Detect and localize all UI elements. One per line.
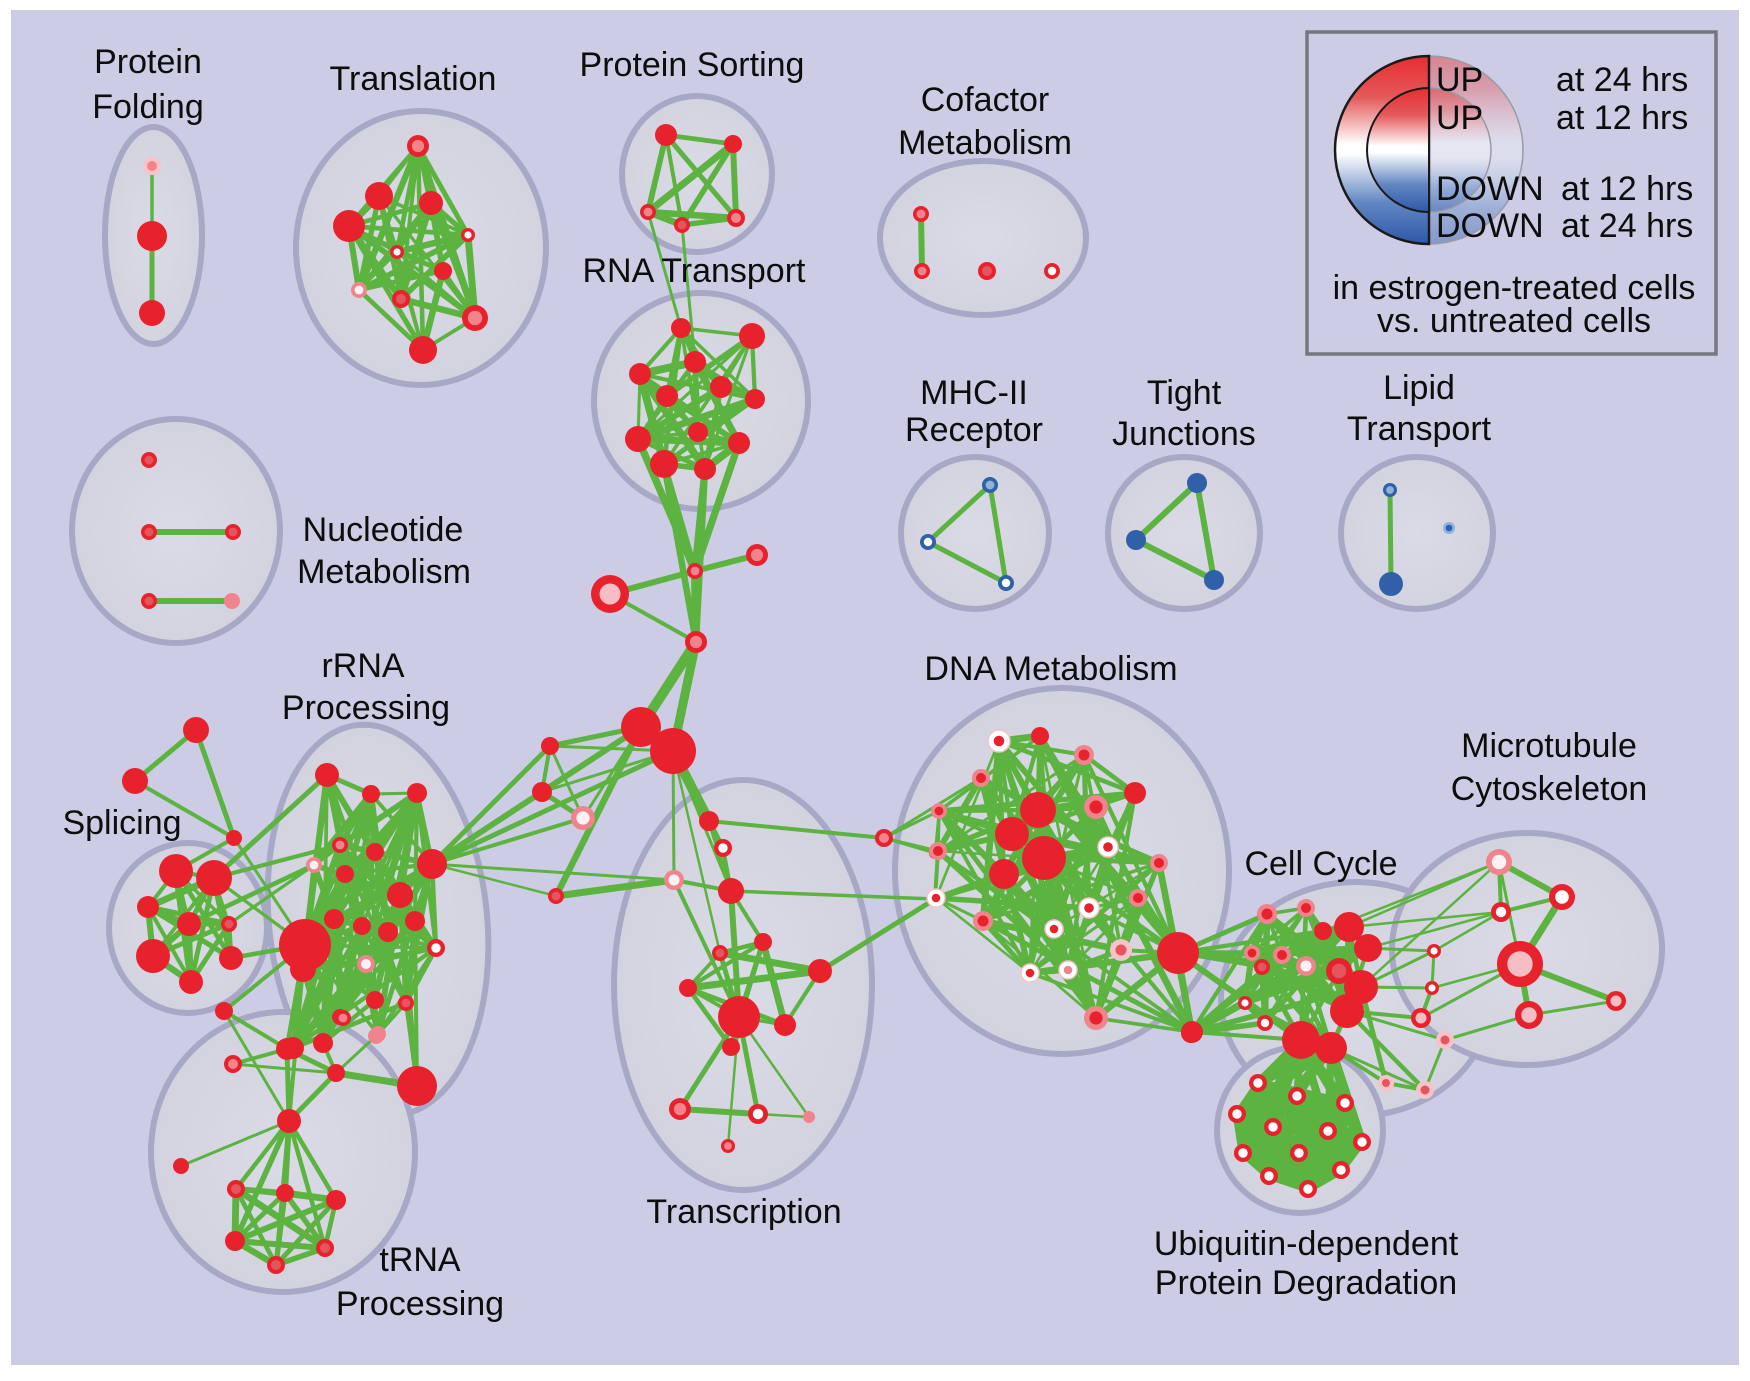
svg-text:Receptor: Receptor (905, 411, 1043, 449)
svg-text:Cofactor: Cofactor (921, 81, 1050, 119)
svg-text:Junctions: Junctions (1112, 415, 1256, 453)
svg-text:DOWN: DOWN (1436, 170, 1544, 208)
svg-text:Protein Degradation: Protein Degradation (1155, 1264, 1457, 1302)
svg-text:Metabolism: Metabolism (898, 124, 1072, 162)
svg-text:Lipid: Lipid (1383, 369, 1455, 407)
svg-text:Cytoskeleton: Cytoskeleton (1451, 770, 1648, 808)
svg-text:Ubiquitin-dependent: Ubiquitin-dependent (1154, 1225, 1459, 1263)
svg-text:tRNA: tRNA (379, 1241, 461, 1279)
svg-text:MHC-II: MHC-II (920, 374, 1028, 412)
svg-text:Processing: Processing (282, 689, 450, 727)
svg-text:DOWN: DOWN (1436, 207, 1544, 245)
svg-text:DNA Metabolism: DNA Metabolism (924, 650, 1177, 688)
svg-text:Transcription: Transcription (646, 1193, 841, 1231)
svg-text:at 24 hrs: at 24 hrs (1556, 61, 1688, 99)
svg-text:Splicing: Splicing (62, 804, 181, 842)
svg-text:Cell Cycle: Cell Cycle (1244, 845, 1397, 883)
svg-text:UP: UP (1436, 61, 1483, 99)
svg-text:at 24 hrs: at 24 hrs (1561, 207, 1693, 245)
svg-text:in estrogen-treated cells: in estrogen-treated cells (1333, 269, 1696, 307)
svg-text:Folding: Folding (92, 88, 204, 126)
svg-text:rRNA: rRNA (321, 647, 404, 685)
svg-text:Metabolism: Metabolism (297, 553, 471, 591)
svg-text:Tight: Tight (1147, 374, 1222, 412)
svg-text:Protein: Protein (94, 43, 202, 81)
svg-text:at 12 hrs: at 12 hrs (1556, 99, 1688, 137)
svg-text:Nucleotide: Nucleotide (303, 511, 464, 549)
svg-text:Translation: Translation (330, 60, 497, 98)
svg-text:at 12 hrs: at 12 hrs (1561, 170, 1693, 208)
svg-text:Microtubule: Microtubule (1461, 727, 1637, 765)
svg-text:vs. untreated cells: vs. untreated cells (1377, 302, 1651, 340)
svg-text:Transport: Transport (1347, 410, 1492, 448)
svg-text:RNA Transport: RNA Transport (583, 252, 807, 290)
svg-text:UP: UP (1436, 99, 1483, 137)
svg-text:Protein Sorting: Protein Sorting (580, 46, 805, 84)
svg-text:Processing: Processing (336, 1285, 504, 1323)
